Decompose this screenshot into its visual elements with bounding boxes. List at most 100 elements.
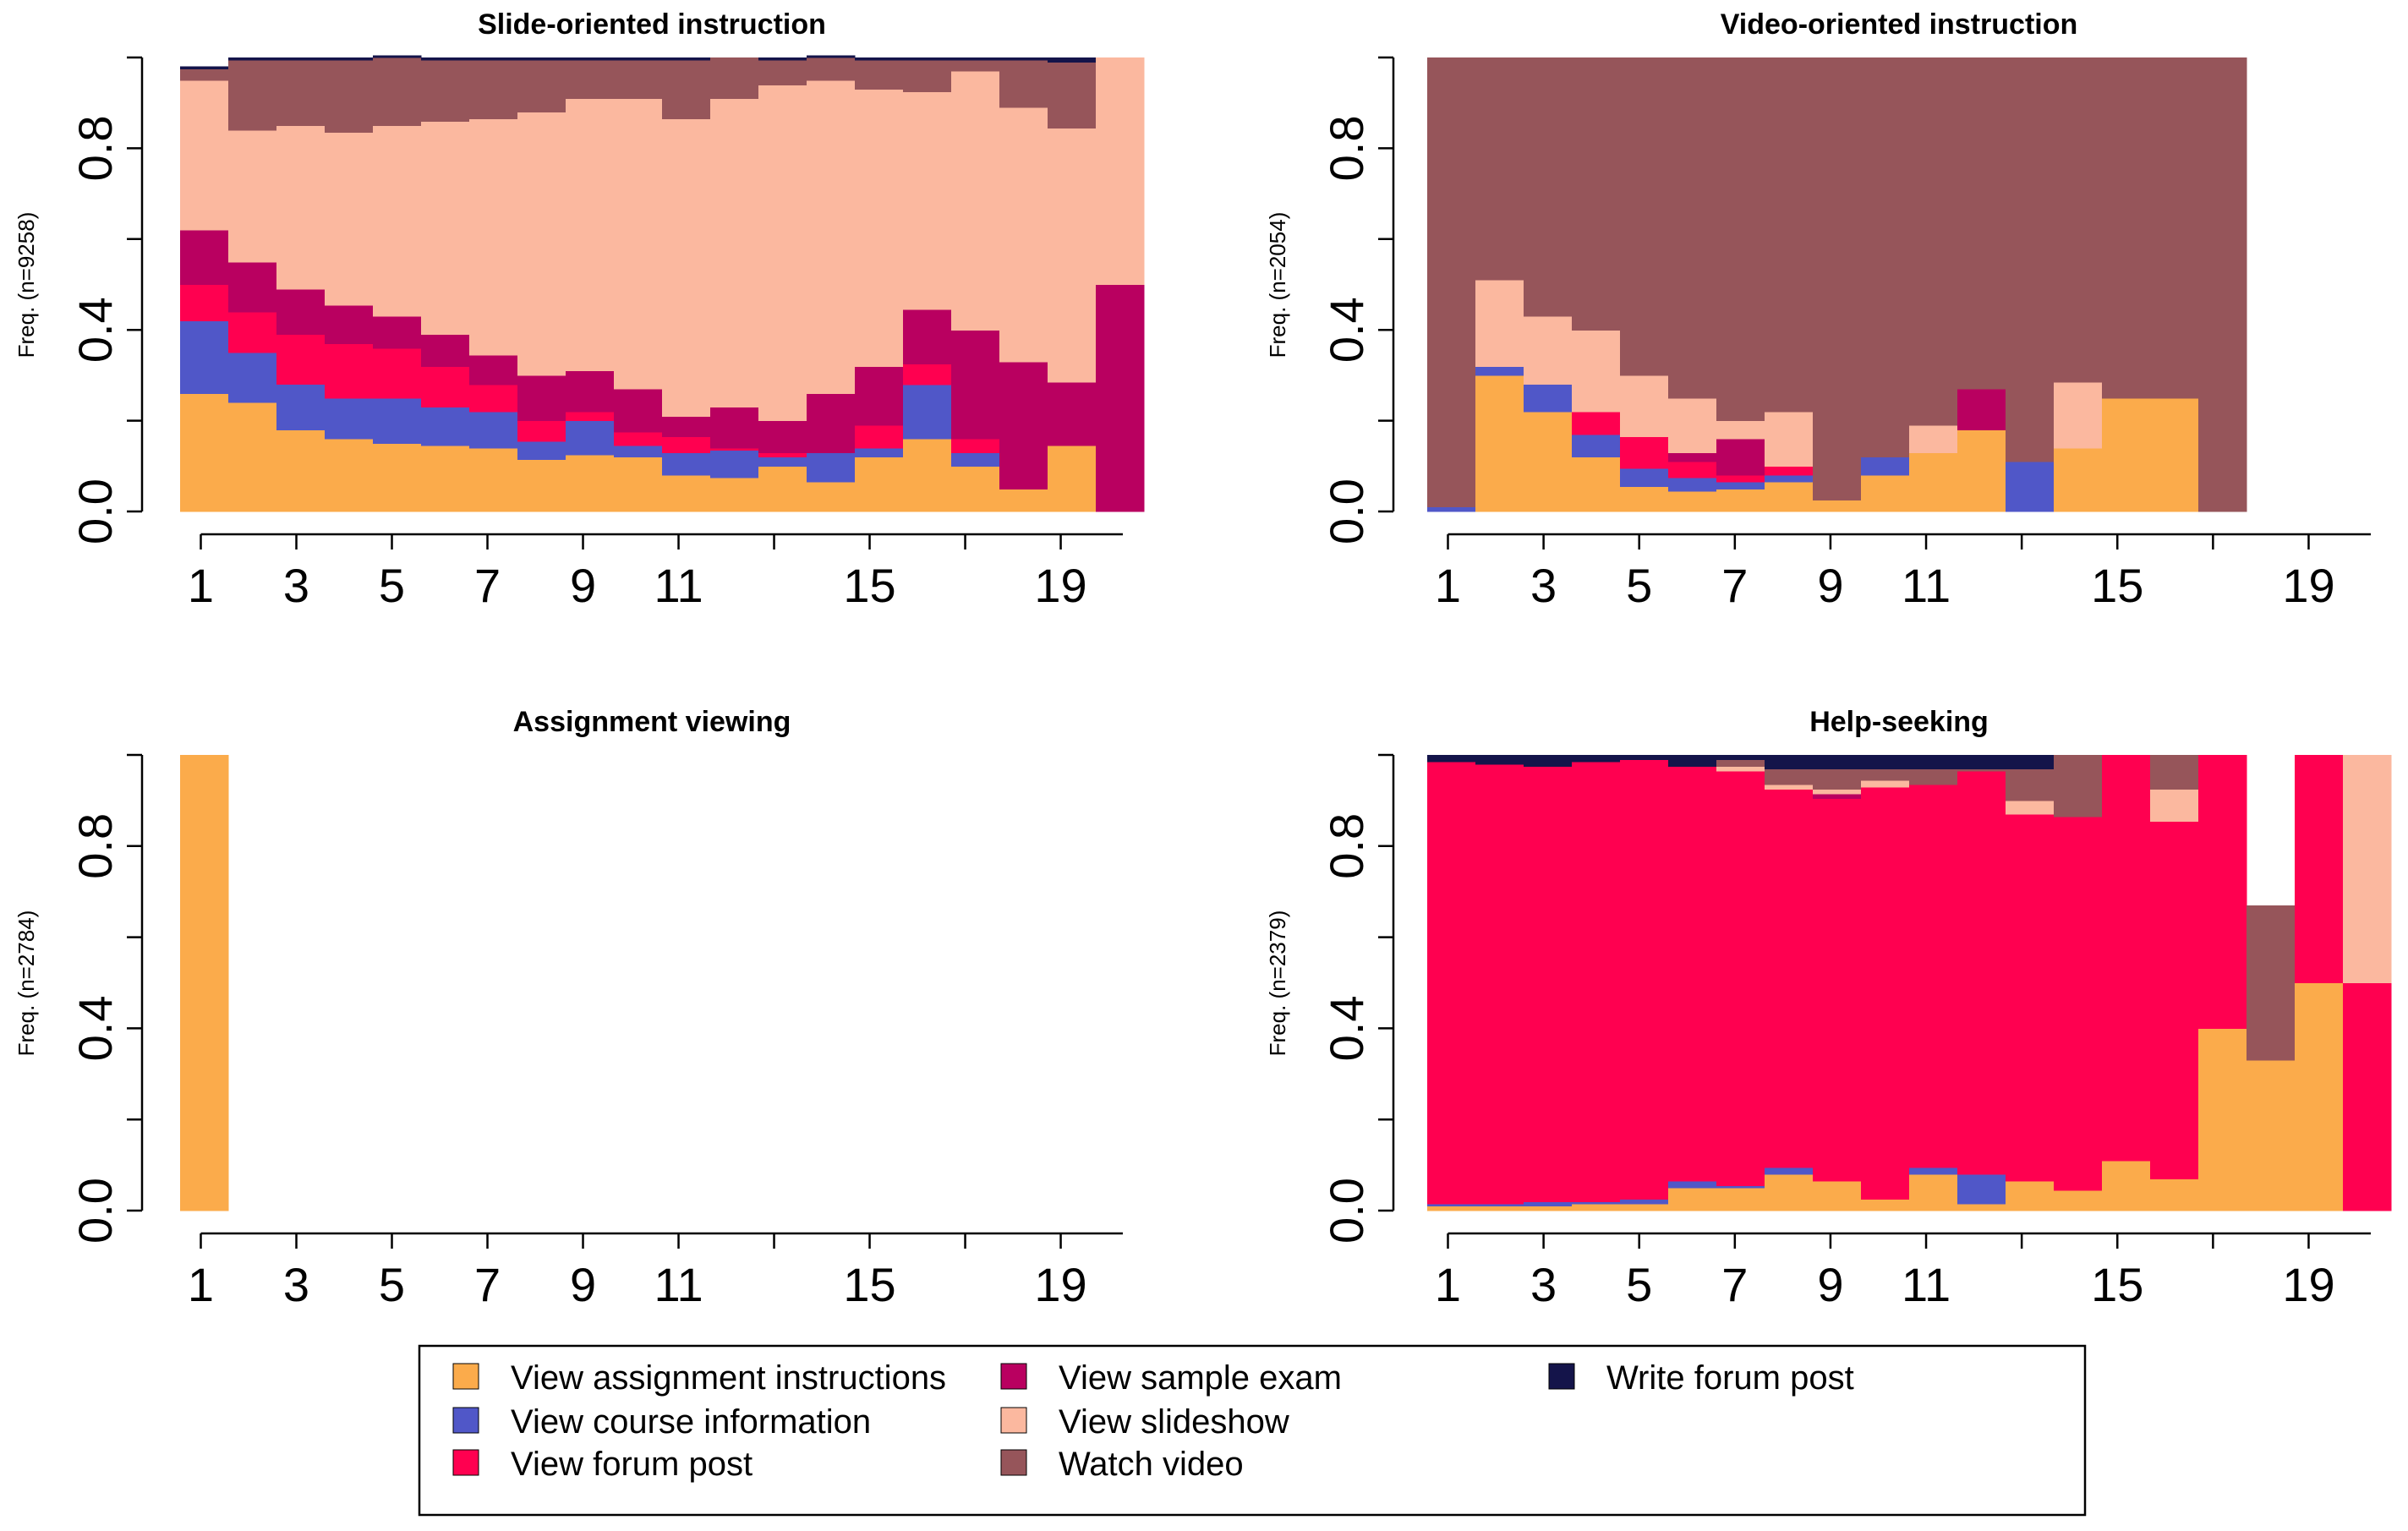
legend-items: View assignment instructions View course … bbox=[452, 1359, 1854, 1483]
bar-view-slideshow-8 bbox=[1765, 785, 1814, 790]
bar-write-forum-post-9 bbox=[1813, 755, 1862, 769]
y-tick-label: 0.0 bbox=[68, 478, 122, 544]
bar-view-sample-exam-2 bbox=[228, 261, 277, 313]
bar-view-forum-post-4 bbox=[1572, 411, 1621, 435]
bar-write-forum-post-3 bbox=[1524, 755, 1573, 768]
bar-view-assignment-instructions-10 bbox=[1861, 475, 1910, 512]
bar-write-forum-post-6 bbox=[421, 57, 470, 61]
bar-view-sample-exam-19 bbox=[1048, 381, 1097, 446]
bar-view-assignment-instructions-1 bbox=[180, 755, 229, 1211]
bar-watch-video-11 bbox=[1909, 768, 1958, 785]
bar-view-assignment-instructions-13 bbox=[2006, 1180, 2055, 1211]
bar-view-slideshow-14 bbox=[2054, 381, 2103, 449]
bar-watch-video-6 bbox=[1668, 57, 1717, 399]
bar-view-slideshow-3 bbox=[1524, 316, 1573, 385]
legend-swatch bbox=[1000, 1363, 1027, 1390]
bar-watch-video-7 bbox=[1716, 759, 1765, 768]
bar-view-forum-post-4 bbox=[325, 343, 374, 399]
x-tick-label: 9 bbox=[570, 559, 596, 612]
bar-watch-video-14 bbox=[2054, 57, 2103, 383]
x-tick-label: 19 bbox=[2282, 1258, 2334, 1311]
bar-write-forum-post-2 bbox=[228, 57, 277, 61]
bar-view-assignment-instructions-8 bbox=[1765, 482, 1814, 512]
bar-watch-video-2 bbox=[228, 59, 277, 131]
bar-view-course-information-2 bbox=[1475, 1203, 1524, 1207]
bar-view-assignment-instructions-17 bbox=[951, 466, 1000, 512]
bar-view-sample-exam-10 bbox=[614, 389, 663, 433]
bar-watch-video-14 bbox=[807, 57, 856, 81]
bar-view-slideshow-16 bbox=[2150, 789, 2199, 822]
bar-view-slideshow-14 bbox=[807, 79, 856, 394]
bar-view-assignment-instructions-2 bbox=[1475, 375, 1524, 512]
bar-view-course-information-13 bbox=[758, 457, 807, 467]
bar-view-sample-exam-16 bbox=[903, 309, 952, 365]
x-tick-label: 3 bbox=[1530, 1258, 1557, 1311]
bar-view-forum-post-13 bbox=[2006, 814, 2055, 1182]
bar-view-sample-exam-13 bbox=[758, 420, 807, 453]
bar-view-assignment-instructions-6 bbox=[1668, 490, 1717, 512]
x-tick-label: 19 bbox=[1034, 559, 1086, 612]
panel-4: Help-seeking 0.0 0.4 0.8 Freq. (n=2379) 1 3 5 7 9… bbox=[1265, 706, 2392, 1311]
bar-view-assignment-instructions-8 bbox=[1765, 1173, 1814, 1211]
bar-view-forum-post-17 bbox=[2198, 755, 2247, 1029]
bar-view-slideshow-6 bbox=[1668, 397, 1717, 453]
bar-view-slideshow-11 bbox=[662, 118, 711, 417]
x-tick-label: 9 bbox=[570, 1258, 596, 1311]
bar-view-slideshow-7 bbox=[1716, 420, 1765, 440]
bar-view-forum-post-16 bbox=[903, 364, 952, 385]
bar-view-course-information-14 bbox=[807, 452, 856, 483]
bar-view-forum-post-5 bbox=[1620, 436, 1669, 469]
bar-view-slideshow-9 bbox=[566, 98, 615, 372]
bar-view-forum-post-3 bbox=[276, 334, 326, 385]
bar-view-forum-post-8 bbox=[517, 420, 566, 442]
x-tick-label: 11 bbox=[654, 1258, 703, 1311]
bar-view-assignment-instructions-15 bbox=[2102, 397, 2151, 512]
panel-title: Slide-oriented instruction bbox=[478, 8, 826, 41]
x-tick-label: 7 bbox=[474, 559, 501, 612]
x-tick-label: 15 bbox=[843, 559, 895, 612]
bar-view-assignment-instructions-9 bbox=[1813, 500, 1862, 512]
y-axis-label: Freq. (n=2784) bbox=[14, 910, 39, 1057]
bar-view-sample-exam-20 bbox=[1096, 284, 1145, 512]
bar-view-assignment-instructions-4 bbox=[325, 439, 374, 512]
bar-view-forum-post-6 bbox=[1668, 461, 1717, 478]
y-axis-label: Freq. (n=2054) bbox=[1265, 212, 1290, 358]
bar-view-slideshow-7 bbox=[1716, 766, 1765, 772]
bar-view-forum-post-10 bbox=[1861, 786, 1910, 1200]
bar-view-course-information-8 bbox=[517, 440, 566, 460]
bar-view-course-information-5 bbox=[373, 397, 422, 445]
bar-view-slideshow-8 bbox=[1765, 411, 1814, 467]
bar-view-course-information-3 bbox=[1524, 384, 1573, 413]
bar-view-slideshow-13 bbox=[758, 85, 807, 422]
bar-view-sample-exam-14 bbox=[807, 393, 856, 453]
bar-view-assignment-instructions-18 bbox=[999, 489, 1048, 512]
x-tick-label: 9 bbox=[1817, 559, 1843, 612]
bar-watch-video-7 bbox=[469, 59, 518, 120]
bar-watch-video-8 bbox=[1765, 57, 1814, 413]
bar-view-forum-post-7 bbox=[1716, 770, 1765, 1186]
bar-write-forum-post-19 bbox=[1048, 57, 1097, 63]
bar-view-assignment-instructions-1 bbox=[1427, 1206, 1476, 1211]
bar-write-forum-post-17 bbox=[951, 57, 1000, 61]
bar-view-slideshow-7 bbox=[469, 118, 518, 356]
bar-view-course-information-4 bbox=[325, 397, 374, 440]
bar-view-forum-post-12 bbox=[710, 447, 759, 451]
y-axis: 0.0 0.4 0.8 Freq. (n=2054) bbox=[1265, 56, 1395, 544]
x-tick-label: 1 bbox=[1435, 559, 1461, 612]
legend-box bbox=[418, 1344, 2087, 1517]
bar-watch-video-7 bbox=[1716, 57, 1765, 422]
bar-view-assignment-instructions-3 bbox=[1524, 1206, 1573, 1211]
bar-view-forum-post-2 bbox=[1475, 763, 1524, 1205]
bar-view-course-information-2 bbox=[1475, 366, 1524, 376]
x-tick-label: 5 bbox=[1626, 1258, 1652, 1311]
bar-view-assignment-instructions-12 bbox=[710, 477, 759, 512]
bar-view-slideshow-5 bbox=[373, 125, 422, 317]
x-tick-label: 9 bbox=[1817, 1258, 1843, 1311]
bar-watch-video-17 bbox=[951, 59, 1000, 72]
bar-view-assignment-instructions-14 bbox=[2054, 447, 2103, 512]
bar-watch-video-13 bbox=[2006, 57, 2055, 462]
legend-item: Watch video bbox=[1000, 1446, 1244, 1483]
bar-watch-video-8 bbox=[1765, 768, 1814, 785]
bar-view-forum-post-1 bbox=[180, 284, 229, 322]
bar-view-assignment-instructions-7 bbox=[469, 447, 518, 512]
